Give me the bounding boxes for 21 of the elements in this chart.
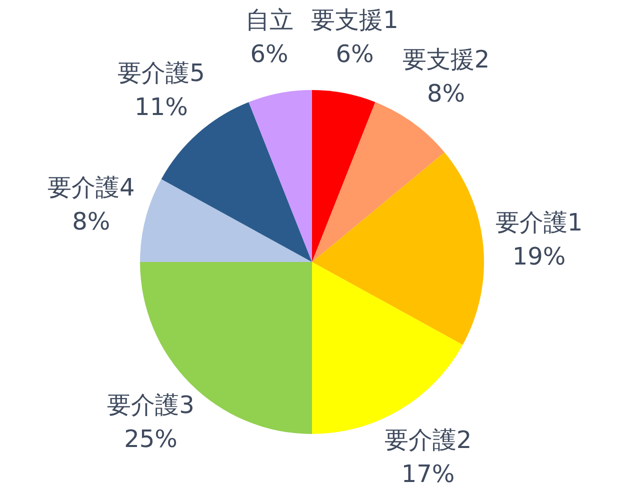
data-label: 25%	[124, 425, 178, 454]
data-label: 17%	[401, 460, 455, 488]
data-label: 8%	[72, 207, 110, 236]
pie-slice	[312, 102, 445, 262]
pie-slice	[312, 90, 376, 262]
pie-slice	[248, 90, 312, 262]
data-label: 19%	[512, 242, 566, 271]
pie-slice	[312, 152, 484, 345]
slice-label: 要介護4	[48, 173, 135, 202]
slice-label: 要支援1	[311, 6, 398, 34]
slice-label: 要支援2	[402, 46, 490, 74]
slice-label: 要介護2	[384, 426, 472, 454]
pie-slice	[140, 179, 312, 262]
data-label: 11%	[134, 92, 188, 121]
slice-label: 要介護5	[118, 58, 205, 87]
slice-label: 自立	[245, 6, 294, 34]
slice-label: 要介護1	[495, 208, 583, 237]
data-label: 6%	[250, 40, 288, 68]
slice-label: 要介護3	[107, 391, 194, 420]
data-label: 6%	[336, 40, 374, 68]
data-label: 8%	[426, 80, 466, 108]
